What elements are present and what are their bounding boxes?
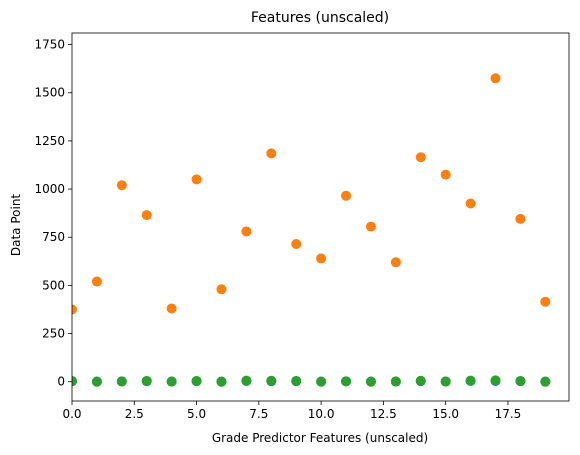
data-point-series-3 <box>166 376 177 387</box>
data-point-series-2 <box>266 148 277 159</box>
x-tick-label: 17.5 <box>495 407 522 421</box>
data-point-series-3 <box>266 375 277 386</box>
data-point-series-2 <box>490 73 501 84</box>
data-point-series-3 <box>490 375 501 386</box>
data-point-series-2 <box>415 152 426 163</box>
data-point-series-3 <box>316 376 327 387</box>
data-point-series-3 <box>440 376 451 387</box>
data-point-series-2 <box>341 190 352 201</box>
x-tick-label: 5.0 <box>187 407 206 421</box>
x-tick-label: 7.5 <box>249 407 268 421</box>
y-tick-label: 250 <box>42 327 65 341</box>
data-point-series-2 <box>390 257 401 268</box>
data-point-series-2 <box>191 174 202 185</box>
data-point-series-3 <box>241 375 252 386</box>
chart-title: Features (unscaled) <box>251 10 389 26</box>
y-tick-label: 1750 <box>34 38 65 52</box>
data-point-series-3 <box>116 376 127 387</box>
data-point-series-3 <box>141 375 152 386</box>
y-tick-label: 1500 <box>34 86 65 100</box>
data-point-series-2 <box>141 210 152 221</box>
axis-ticks: 0.0 2.5 5.0 7.5 10.0 12.5 15.0 17.5 0 250 500 750 10… <box>34 38 521 421</box>
x-tick-label: 15.0 <box>432 407 459 421</box>
data-point-series-2 <box>440 169 451 180</box>
data-point-series-2 <box>216 284 227 295</box>
data-point-series-3 <box>291 375 302 386</box>
data-point-series-2 <box>465 198 476 209</box>
data-point-series-2 <box>116 180 127 191</box>
data-point-series-2 <box>365 221 376 232</box>
plot-area <box>72 73 551 387</box>
data-point-series-3 <box>465 375 476 386</box>
y-tick-label: 750 <box>42 230 65 244</box>
y-tick-label: 1000 <box>34 182 65 196</box>
data-point-series-3 <box>341 376 352 387</box>
y-tick-label: 0 <box>57 375 65 389</box>
data-point-series-2 <box>540 296 551 307</box>
x-tick-label: 2.5 <box>125 407 144 421</box>
data-point-series-3 <box>415 375 426 386</box>
data-point-series-2 <box>291 238 302 249</box>
data-point-series-2 <box>515 213 526 224</box>
data-point-series-3 <box>365 376 376 387</box>
y-tick-label: 500 <box>42 278 65 292</box>
y-tick-label: 1250 <box>34 134 65 148</box>
x-tick-label: 10.0 <box>308 407 335 421</box>
data-point-series-3 <box>540 376 551 387</box>
data-point-series-3 <box>216 376 227 387</box>
data-point-series-2 <box>166 303 177 314</box>
data-point-series-3 <box>191 375 202 386</box>
data-point-series-3 <box>390 376 401 387</box>
x-axis-label: Grade Predictor Features (unscaled) <box>212 431 428 445</box>
x-tick-label: 12.5 <box>370 407 397 421</box>
axes-frame <box>71 32 570 402</box>
data-point-series-3 <box>515 375 526 386</box>
data-point-series-2 <box>72 304 77 315</box>
data-point-series-2 <box>316 253 327 264</box>
x-tick-label: 0.0 <box>62 407 81 421</box>
data-point-series-3 <box>91 376 102 387</box>
y-axis-label: Data Point <box>9 194 23 257</box>
data-point-series-2 <box>241 226 252 237</box>
data-point-series-3 <box>72 376 77 387</box>
data-point-series-2 <box>91 276 102 287</box>
